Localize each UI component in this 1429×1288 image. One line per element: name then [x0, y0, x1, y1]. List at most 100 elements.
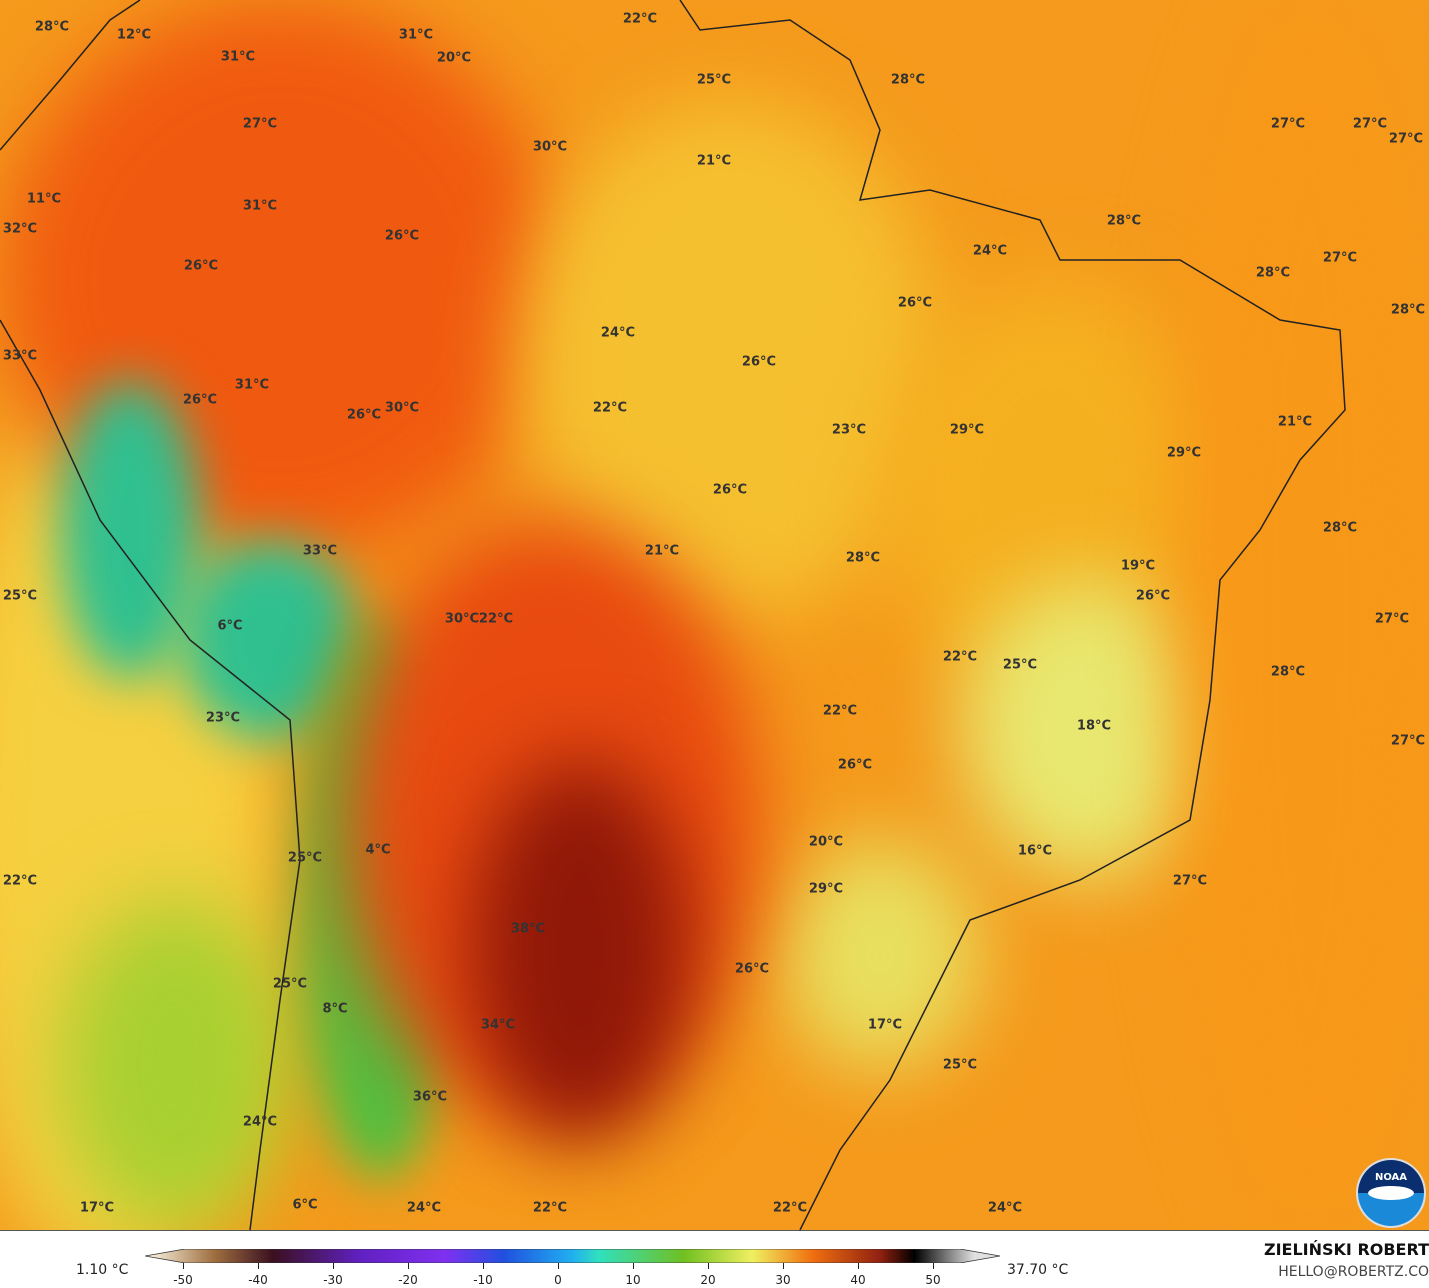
scale-tick-label: 10 — [625, 1273, 641, 1287]
temperature-label: 27°C — [1322, 250, 1358, 266]
temperature-label: 25°C — [272, 976, 308, 992]
temperature-label: 21°C — [696, 153, 732, 169]
temperature-label: 6°C — [292, 1197, 318, 1213]
temperature-label: 17°C — [867, 1017, 903, 1033]
temperature-label: 28°C — [1322, 520, 1358, 536]
temperature-label: 22°C — [622, 11, 658, 27]
scale-tick-mark — [858, 1263, 859, 1269]
temperature-label: 25°C — [287, 850, 323, 866]
temperature-label: 31°C — [242, 198, 278, 214]
temperature-label: 31°C — [398, 27, 434, 43]
temperature-label: 22°C — [592, 400, 628, 416]
temperature-label: 22°C — [532, 1200, 568, 1216]
temperature-label: 29°C — [949, 422, 985, 438]
temperature-label: 17°C — [79, 1200, 115, 1216]
temperature-map: 28°C 12°C 31°C 31°C 20°C 22°C 25°C 28°C 27°C 30°C… — [0, 0, 1429, 1230]
temperature-label: 27°C — [1270, 116, 1306, 132]
temperature-label: 24°C — [600, 325, 636, 341]
scale-tick-mark — [633, 1263, 634, 1269]
temperature-label: 29°C — [1166, 445, 1202, 461]
temperature-label: 27°C — [1352, 116, 1388, 132]
scale-tick-mark — [933, 1263, 934, 1269]
coastline — [0, 0, 1346, 1230]
scale-tick-mark — [183, 1263, 184, 1269]
temperature-label: 19°C — [1120, 558, 1156, 574]
temperature-label: 21°C — [1277, 414, 1313, 430]
temperature-label: 4°C — [365, 842, 391, 858]
temperature-label: 28°C — [890, 72, 926, 88]
temperature-label: 25°C — [2, 588, 38, 604]
temperature-label: 28°C — [1106, 213, 1142, 229]
temperature-label: 27°C — [1390, 733, 1426, 749]
temperature-label: 8°C — [322, 1001, 348, 1017]
temperature-label: 25°C — [1002, 657, 1038, 673]
temperature-label: 30°C — [384, 400, 420, 416]
temperature-label: 31°C — [234, 377, 270, 393]
temperature-label: 31°C — [220, 49, 256, 65]
noaa-logo: NOAA — [1356, 1158, 1426, 1228]
scale-tick-label: 40 — [850, 1273, 866, 1287]
temperature-label: 26°C — [1135, 588, 1171, 604]
temperature-label: 25°C — [696, 72, 732, 88]
temperature-label: 26°C — [183, 258, 219, 274]
scale-tick-label: -40 — [248, 1273, 268, 1287]
scale-tick-mark — [258, 1263, 259, 1269]
scale-tick-mark — [333, 1263, 334, 1269]
temperature-label: 26°C — [734, 961, 770, 977]
temperature-label: 26°C — [837, 757, 873, 773]
temperature-label: 22°C — [2, 873, 38, 889]
temperature-label: 24°C — [972, 243, 1008, 259]
temperature-label: 28°C — [34, 19, 70, 35]
scale-tick-label: -20 — [398, 1273, 418, 1287]
noaa-logo-text: NOAA — [1374, 1172, 1408, 1183]
temperature-label: 22°C — [822, 703, 858, 719]
temperature-label: 12°C — [116, 27, 152, 43]
temperature-label: 27°C — [242, 116, 278, 132]
temperature-label: 25°C — [942, 1057, 978, 1073]
temperature-label: 28°C — [1390, 302, 1426, 318]
temperature-label: 33°C — [2, 348, 38, 364]
temperature-label: 23°C — [831, 422, 867, 438]
scale-tick-mark — [708, 1263, 709, 1269]
temperature-label: 23°C — [205, 710, 241, 726]
scale-tick-mark — [783, 1263, 784, 1269]
temperature-label: 26°C — [384, 228, 420, 244]
color-scale — [145, 1249, 1000, 1263]
author-credit: ZIELIŃSKI ROBERT — [1263, 1240, 1429, 1259]
temperature-label: 27°C — [1172, 873, 1208, 889]
temperature-label: 28°C — [1270, 664, 1306, 680]
scale-tick-label: -50 — [173, 1273, 193, 1287]
temperature-label: 26°C — [712, 482, 748, 498]
temperature-label: 20°C — [808, 834, 844, 850]
scale-tick-label: -30 — [323, 1273, 343, 1287]
temperature-label: 16°C — [1017, 843, 1053, 859]
temperature-label: 38°C — [510, 921, 546, 937]
temperature-label: 27°C — [1388, 131, 1424, 147]
legend-min: 1.10 °C — [76, 1262, 129, 1278]
temperature-label: 22°C — [772, 1200, 808, 1216]
temperature-label: 29°C — [808, 881, 844, 897]
temperature-label: 20°C — [436, 50, 472, 66]
temperature-label: 26°C — [897, 295, 933, 311]
temperature-label: 28°C — [845, 550, 881, 566]
temperature-label: 36°C — [412, 1089, 448, 1105]
temperature-label: 34°C — [480, 1017, 516, 1033]
temperature-label: 26°C — [346, 407, 382, 423]
temperature-label: 22°C — [478, 611, 514, 627]
temperature-label: 32°C — [2, 221, 38, 237]
scale-tick-mark — [408, 1263, 409, 1269]
temperature-label: 24°C — [987, 1200, 1023, 1216]
temperature-label: 6°C — [217, 618, 243, 634]
temperature-label: 33°C — [302, 543, 338, 559]
temperature-label: 11°C — [26, 191, 62, 207]
temperature-label: 24°C — [406, 1200, 442, 1216]
temperature-label: 21°C — [644, 543, 680, 559]
temperature-label: 28°C — [1255, 265, 1291, 281]
temperature-label: 26°C — [182, 392, 218, 408]
temperature-label: 27°C — [1374, 611, 1410, 627]
scale-tick-label: 0 — [554, 1273, 562, 1287]
temperature-label: 24°C — [242, 1114, 278, 1130]
temperature-label: 26°C — [741, 354, 777, 370]
scale-tick-mark — [558, 1263, 559, 1269]
scale-tick-mark — [483, 1263, 484, 1269]
